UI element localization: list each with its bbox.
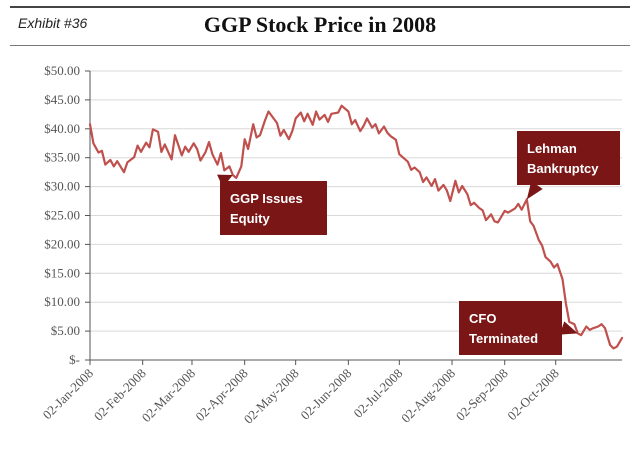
exhibit-label: Exhibit #36 bbox=[18, 15, 88, 31]
x-tick-label: 02-Jun-2008 bbox=[297, 366, 354, 423]
x-tick-label: 02-May-2008 bbox=[241, 366, 302, 427]
x-tick-label: 02-Sep-2008 bbox=[453, 366, 511, 424]
callout-box bbox=[459, 301, 562, 355]
y-tick-label: $5.00 bbox=[51, 323, 80, 338]
series-layer bbox=[88, 104, 624, 350]
callout-box bbox=[220, 181, 327, 235]
callout-label: CFO bbox=[469, 311, 496, 326]
header-top-rule bbox=[10, 6, 630, 8]
y-tick-label: $45.00 bbox=[44, 92, 80, 107]
y-tick-label: $10.00 bbox=[44, 294, 80, 309]
x-axis-ticks: 02-Jan-200802-Feb-200802-Mar-200802-Apr-… bbox=[40, 366, 562, 427]
callout-label: Bankruptcy bbox=[527, 161, 599, 176]
y-tick-label: $40.00 bbox=[44, 121, 80, 136]
callout-pointer bbox=[559, 321, 578, 335]
price-line bbox=[88, 104, 624, 350]
x-tick-label: 02-Mar-2008 bbox=[139, 366, 198, 425]
y-tick-label: $50.00 bbox=[44, 63, 80, 78]
x-tick-label: 02-Jan-2008 bbox=[40, 366, 97, 423]
x-tick-label: 02-Aug-2008 bbox=[398, 366, 458, 426]
callout-ggp-issues-equity: GGP Issues Equity bbox=[217, 174, 327, 235]
y-tick-label: $20.00 bbox=[44, 236, 80, 251]
y-tick-label: $15.00 bbox=[44, 265, 80, 280]
y-tick-label: $25.00 bbox=[44, 208, 80, 223]
callout-label: Terminated bbox=[469, 331, 538, 346]
x-tick-label: 02-Oct-2008 bbox=[504, 366, 562, 424]
y-axis-ticks: $- $5.00 $10.00 $15.00 $20.00 $25.00 $30.00 $35… bbox=[44, 63, 80, 367]
chart-title: GGP Stock Price in 2008 bbox=[203, 12, 437, 37]
callout-lehman-bankruptcy: Lehman Bankruptcy bbox=[517, 131, 620, 200]
header-bottom-rule bbox=[10, 45, 630, 46]
callout-box bbox=[517, 131, 620, 185]
y-tick-label: $35.00 bbox=[44, 150, 80, 165]
y-tick-label: $- bbox=[69, 352, 80, 367]
gridlines bbox=[90, 70, 622, 332]
callout-cfo-terminated: CFO Terminated bbox=[459, 301, 578, 355]
callout-label: GGP Issues bbox=[230, 191, 303, 206]
axes bbox=[85, 70, 622, 365]
callout-pointer bbox=[526, 180, 543, 200]
annotations: GGP Issues Equity Lehman Bankruptcy CFO Termi… bbox=[217, 131, 620, 355]
callout-label: Lehman bbox=[527, 141, 577, 156]
callout-label: Equity bbox=[230, 211, 270, 226]
y-tick-label: $30.00 bbox=[44, 179, 80, 194]
x-tick-label: 02-Jul-2008 bbox=[350, 366, 405, 421]
